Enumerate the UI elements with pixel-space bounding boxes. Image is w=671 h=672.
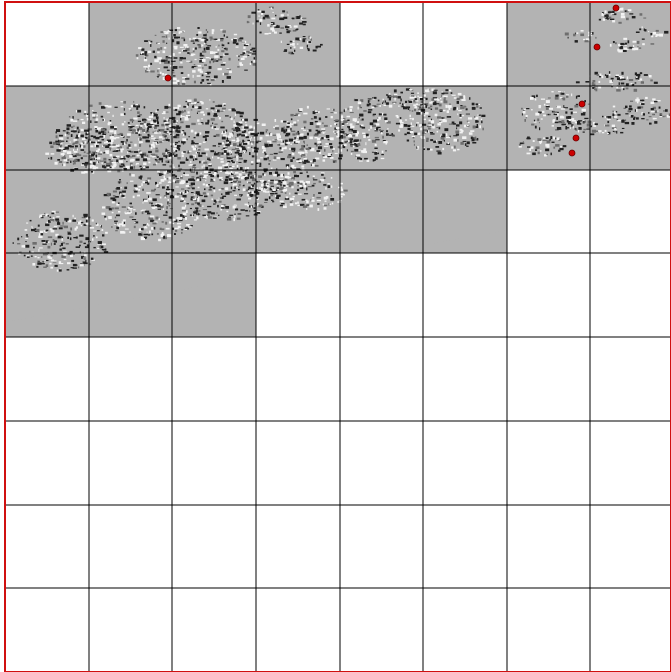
shaded-relief-layer bbox=[12, 6, 671, 272]
coverage-tile bbox=[507, 86, 590, 170]
coverage-tile bbox=[6, 170, 89, 253]
marker-3[interactable] bbox=[578, 100, 586, 108]
relief-patch bbox=[635, 26, 669, 38]
relief-patch bbox=[12, 210, 109, 272]
marker-5[interactable] bbox=[568, 149, 576, 157]
relief-patch bbox=[572, 115, 625, 136]
coverage-tile bbox=[507, 3, 590, 86]
relief-patch bbox=[101, 171, 200, 242]
coverage-tile bbox=[590, 3, 671, 86]
map-frame-border bbox=[4, 1, 671, 672]
marker-2[interactable] bbox=[593, 43, 601, 51]
relief-patch bbox=[135, 27, 257, 87]
relief-patch bbox=[609, 37, 655, 53]
relief-patch bbox=[337, 96, 395, 162]
relief-patch bbox=[612, 96, 671, 125]
coverage-tile bbox=[89, 3, 172, 86]
relief-patch bbox=[518, 136, 567, 157]
coverage-tile bbox=[590, 86, 671, 170]
coverage-tile-layer bbox=[6, 3, 671, 337]
relief-patch bbox=[268, 171, 348, 211]
marker-6[interactable] bbox=[612, 4, 620, 12]
relief-patch bbox=[280, 35, 323, 55]
marker-4[interactable] bbox=[572, 134, 580, 142]
marker-1[interactable] bbox=[164, 74, 172, 82]
tile-grid-layer bbox=[6, 3, 671, 672]
relief-patch bbox=[137, 98, 256, 184]
relief-patch bbox=[598, 7, 647, 24]
relief-patch bbox=[181, 171, 271, 222]
relief-patch bbox=[246, 6, 307, 35]
relief-patch bbox=[45, 128, 136, 174]
marker-layer[interactable] bbox=[164, 4, 620, 157]
relief-patch bbox=[521, 91, 590, 131]
coverage-tile bbox=[6, 86, 89, 170]
